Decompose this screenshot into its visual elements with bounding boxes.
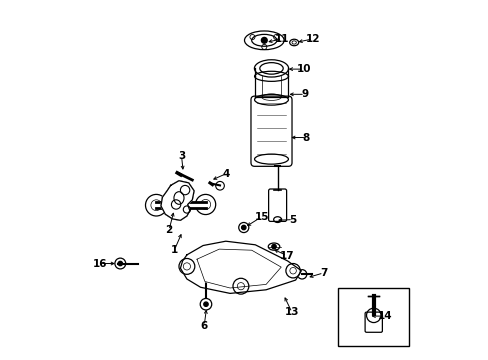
Text: 8: 8	[302, 132, 309, 143]
Text: 12: 12	[305, 34, 320, 44]
Circle shape	[241, 225, 245, 230]
Circle shape	[118, 261, 122, 266]
Text: 1: 1	[170, 245, 178, 255]
Text: 7: 7	[319, 268, 327, 278]
Text: 6: 6	[200, 321, 207, 331]
Text: 11: 11	[274, 34, 289, 44]
Polygon shape	[161, 181, 194, 220]
Text: 3: 3	[178, 150, 185, 161]
Text: 4: 4	[223, 168, 230, 179]
Text: 10: 10	[296, 64, 310, 74]
Text: 2: 2	[165, 225, 172, 235]
Bar	[337, 288, 408, 346]
Text: 14: 14	[378, 311, 392, 321]
Circle shape	[271, 244, 276, 249]
Text: 5: 5	[289, 215, 296, 225]
Text: 16: 16	[92, 258, 107, 269]
Polygon shape	[197, 249, 281, 288]
Circle shape	[203, 302, 208, 306]
Text: 17: 17	[279, 251, 294, 261]
Circle shape	[261, 37, 266, 43]
Polygon shape	[180, 241, 301, 293]
Text: 9: 9	[301, 89, 308, 99]
Text: 15: 15	[254, 212, 268, 222]
Text: 13: 13	[284, 307, 299, 318]
